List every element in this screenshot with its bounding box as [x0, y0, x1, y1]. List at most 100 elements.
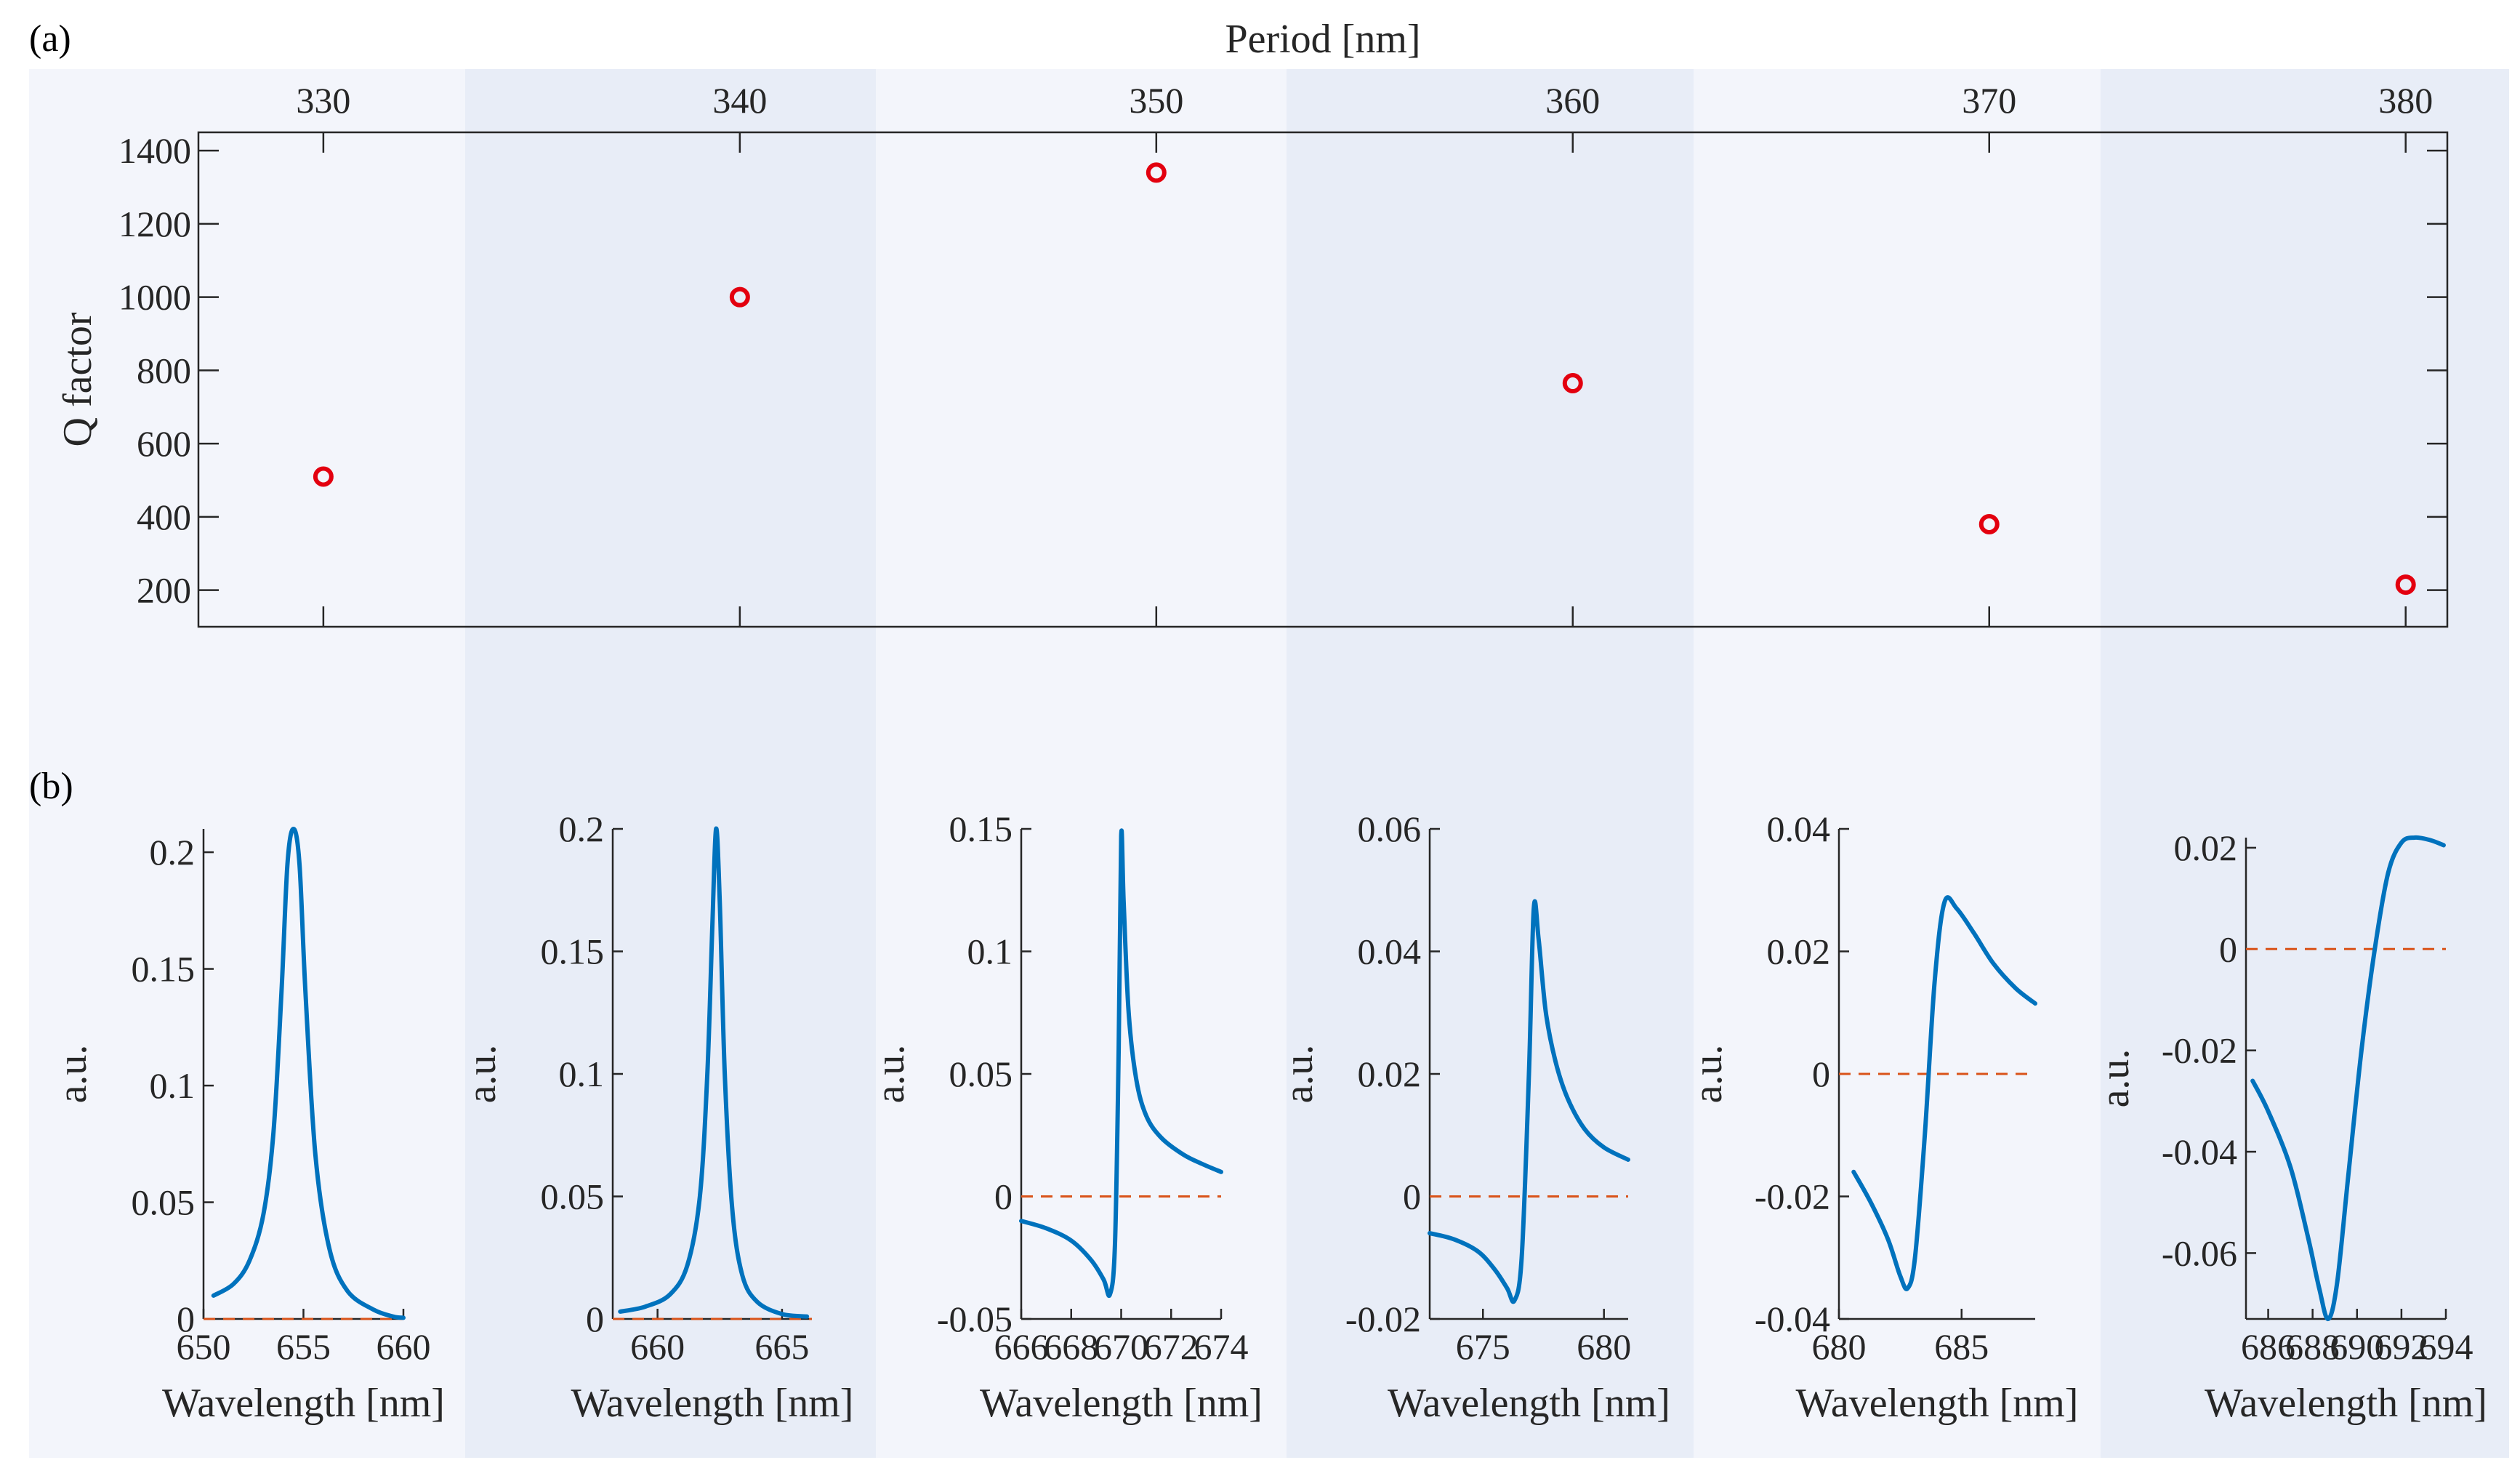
spectrum-x-tick-label: 650 — [177, 1326, 231, 1367]
spectrum-y-tick-label: 0 — [1812, 1054, 1830, 1094]
spectrum-x-tick-label: 668 — [1044, 1326, 1098, 1367]
band-3 — [1287, 69, 1694, 1458]
spectrum-y-axis-title: a.u. — [459, 1045, 504, 1104]
q-data-point — [1562, 373, 1583, 394]
q-x-tick-label: 370 — [1962, 80, 2016, 121]
spectrum-y-tick-label: 0.1 — [967, 931, 1013, 972]
spectrum-y-tick-label: 0.15 — [949, 809, 1013, 849]
spectrum-y-tick-label: 0 — [1403, 1176, 1421, 1217]
spectrum-x-tick-label: 685 — [1934, 1326, 1989, 1367]
spectrum-y-axis-title: a.u. — [2093, 1049, 2138, 1108]
panel-label-b: (b) — [29, 766, 73, 807]
spectrum-x-tick-label: 686 — [2241, 1326, 2295, 1367]
band-1 — [465, 69, 876, 1458]
q-y-axis-title: Q factor — [55, 312, 100, 446]
spectrum-y-tick-label: 0.15 — [132, 949, 196, 990]
spectrum-curve — [2250, 835, 2446, 1322]
spectrum-y-tick-label: -0.04 — [1755, 1299, 1830, 1339]
spectrum-y-tick-label: -0.02 — [1755, 1176, 1830, 1217]
spectrum-y-tick-label: 0.04 — [1767, 809, 1831, 849]
spectrum-x-tick-label: 672 — [1144, 1326, 1199, 1367]
spectrum-x-tick-label: 674 — [1194, 1326, 1249, 1367]
band-4 — [1694, 69, 2101, 1458]
spectrum-y-tick-label: -0.05 — [937, 1299, 1013, 1339]
spectrum-y-tick-label: 0 — [2219, 928, 2237, 969]
q-x-axis-title: Period [nm] — [1225, 17, 1420, 62]
band-2 — [876, 69, 1287, 1458]
q-x-tick-label: 340 — [712, 80, 767, 121]
spectrum-y-tick-label: 0.02 — [1767, 931, 1831, 972]
band-0 — [29, 69, 465, 1458]
spectrum-x-axis-title: Wavelength [nm] — [2205, 1381, 2487, 1426]
spectrum-x-axis-title: Wavelength [nm] — [162, 1381, 445, 1426]
spectrum-y-tick-label: 0.1 — [559, 1054, 605, 1094]
spectrum-y-axis-title: a.u. — [868, 1045, 913, 1104]
spectrum-y-tick-label: 0.1 — [150, 1065, 196, 1106]
spectra-charts: 650 655 660 0 0.05 0.1 0.15 0.2 Wavelength [nm] a… — [50, 809, 2487, 1426]
spectrum-y-tick-label: 0.05 — [949, 1054, 1013, 1094]
q-factor-chart: 330 340 350 360 370 380 200 400 600 800 1000 1200 14… — [55, 17, 2449, 628]
spectrum-x-tick-label: 665 — [754, 1326, 809, 1367]
q-y-tick-label: 800 — [137, 350, 191, 390]
spectrum-y-tick-label: 0.15 — [541, 931, 605, 972]
q-data-point — [1978, 513, 2000, 534]
q-x-tick-label: 380 — [2378, 80, 2433, 121]
spectrum-y-tick-label: 0 — [177, 1299, 195, 1339]
spectrum-curve — [1428, 899, 1630, 1304]
spectrum-x-tick-label: 694 — [2419, 1326, 2473, 1367]
q-data-point — [313, 466, 334, 487]
spectrum-x-axis-title: Wavelength [nm] — [1388, 1381, 1670, 1426]
spectrum-subplot-370: 680 685 -0.04 -0.02 0 0.02 0.04 Wavelength [nm]… — [1686, 809, 2078, 1426]
spectrum-x-tick-label: 660 — [630, 1326, 685, 1367]
spectrum-y-axis-title: a.u. — [50, 1045, 95, 1104]
spectrum-y-tick-label: -0.02 — [2162, 1030, 2237, 1071]
panel-label-a: (a) — [29, 18, 71, 60]
spectrum-x-tick-label: 680 — [1812, 1326, 1867, 1367]
q-data-point — [1146, 162, 1167, 183]
spectrum-y-tick-label: 0 — [586, 1299, 604, 1339]
q-y-tick-label: 1400 — [118, 130, 191, 171]
spectrum-subplot-330: 650 655 660 0 0.05 0.1 0.15 0.2 Wavelength [nm] a… — [50, 827, 445, 1426]
q-x-tick-label: 330 — [296, 80, 350, 121]
spectrum-subplot-360: 675 680 -0.02 0 0.02 0.04 0.06 Wavelength [nm] a… — [1276, 809, 1670, 1426]
spectrum-curve — [211, 827, 406, 1320]
spectrum-x-axis-title: Wavelength [nm] — [980, 1381, 1263, 1426]
q-y-tick-label: 600 — [137, 423, 191, 464]
spectrum-x-tick-label: 688 — [2285, 1326, 2340, 1367]
q-x-tick-label: 360 — [1545, 80, 1600, 121]
spectrum-y-axis-title: a.u. — [1276, 1045, 1321, 1104]
q-y-tick-label: 200 — [137, 570, 191, 611]
spectrum-x-tick-label: 666 — [994, 1326, 1049, 1367]
spectrum-y-tick-label: 0.04 — [1358, 931, 1422, 972]
spectrum-x-tick-label: 655 — [276, 1326, 331, 1367]
q-y-tick-label: 400 — [137, 497, 191, 537]
spectrum-y-tick-label: 0.05 — [132, 1182, 196, 1223]
spectrum-y-tick-label: 0.2 — [150, 832, 196, 873]
spectrum-y-axis-title: a.u. — [1686, 1045, 1731, 1104]
spectrum-x-tick-label: 690 — [2330, 1326, 2384, 1367]
spectrum-x-axis-title: Wavelength [nm] — [1796, 1381, 2079, 1426]
spectrum-y-tick-label: 0.02 — [1358, 1054, 1422, 1094]
spectrum-x-tick-label: 670 — [1094, 1326, 1148, 1367]
spectrum-y-tick-label: 0.06 — [1358, 809, 1422, 849]
q-plot-frame — [197, 131, 2449, 628]
spectrum-x-tick-label: 680 — [1577, 1326, 1631, 1367]
q-y-tick-label: 1200 — [118, 204, 191, 244]
spectrum-subplot-340: 660 665 0 0.05 0.1 0.15 0.2 Wavelength [nm] a.u. — [459, 809, 853, 1426]
spectrum-y-tick-label: 0.2 — [559, 809, 605, 849]
spectrum-curve — [1019, 828, 1223, 1299]
q-x-tick-label: 350 — [1129, 80, 1183, 121]
spectrum-curve — [1851, 895, 2037, 1291]
spectrum-y-tick-label: 0.05 — [541, 1176, 605, 1217]
spectrum-y-tick-label: -0.04 — [2162, 1131, 2237, 1172]
spectrum-y-tick-label: 0 — [994, 1176, 1013, 1217]
spectrum-curve — [618, 826, 810, 1319]
spectrum-x-tick-label: 692 — [2374, 1326, 2428, 1367]
q-data-point — [729, 286, 750, 308]
spectrum-x-tick-label: 660 — [377, 1326, 431, 1367]
spectrum-x-axis-title: Wavelength [nm] — [571, 1381, 854, 1426]
q-y-tick-label: 1000 — [118, 277, 191, 318]
